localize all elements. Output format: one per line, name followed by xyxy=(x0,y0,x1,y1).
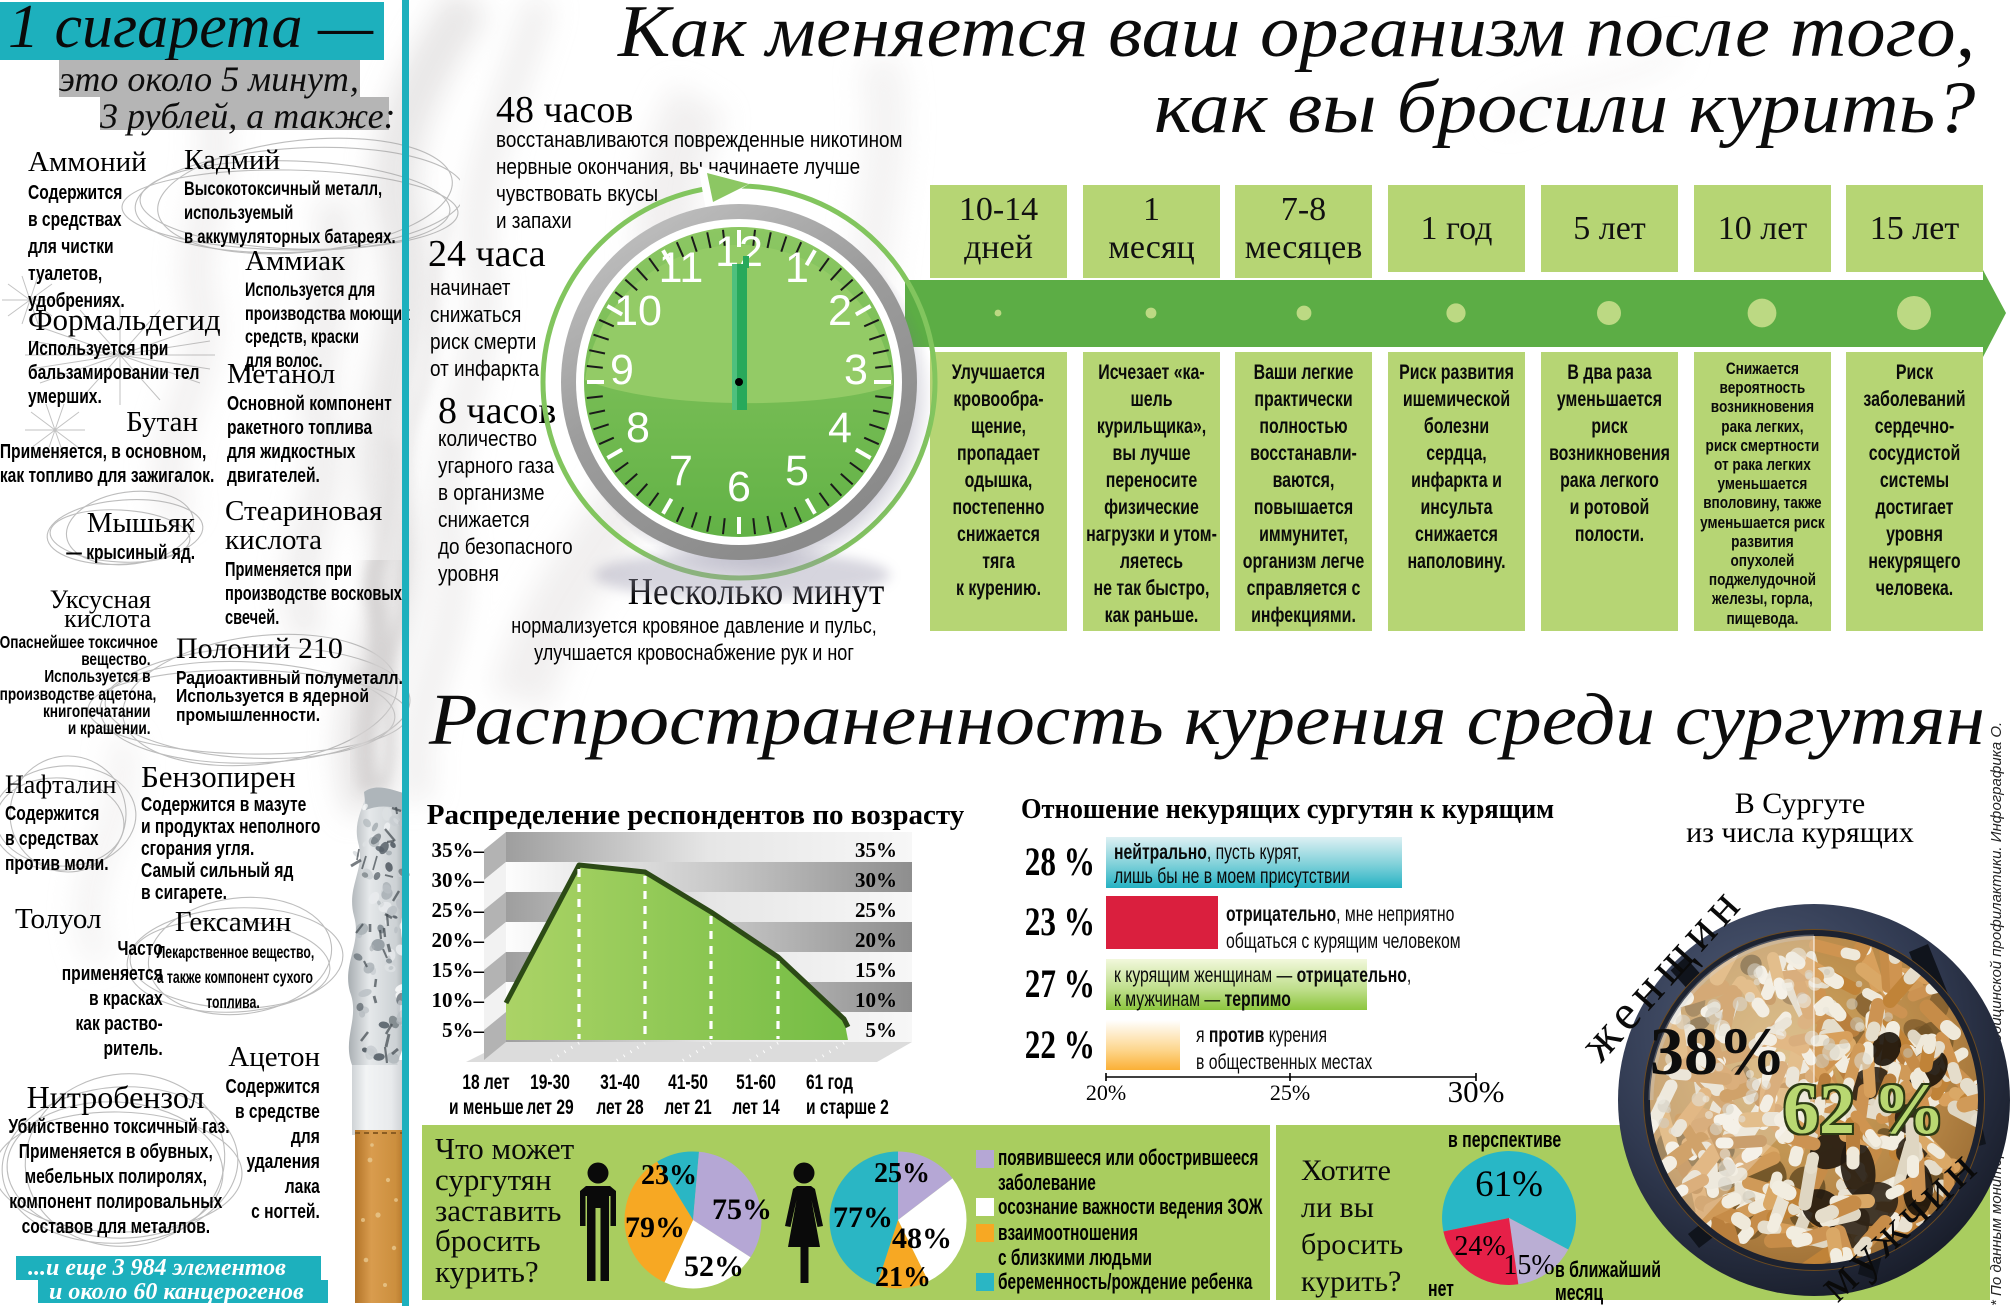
svg-text:3: 3 xyxy=(844,346,868,394)
svg-text:2: 2 xyxy=(828,287,852,335)
svg-text:4: 4 xyxy=(828,404,852,452)
svg-text:6: 6 xyxy=(727,463,751,511)
svg-text:8: 8 xyxy=(626,404,650,452)
svg-text:10: 10 xyxy=(614,287,662,335)
svg-text:7: 7 xyxy=(669,447,693,495)
svg-text:1: 1 xyxy=(785,244,809,292)
svg-text:5: 5 xyxy=(785,447,809,495)
svg-text:11: 11 xyxy=(659,244,704,292)
svg-text:9: 9 xyxy=(610,346,634,394)
